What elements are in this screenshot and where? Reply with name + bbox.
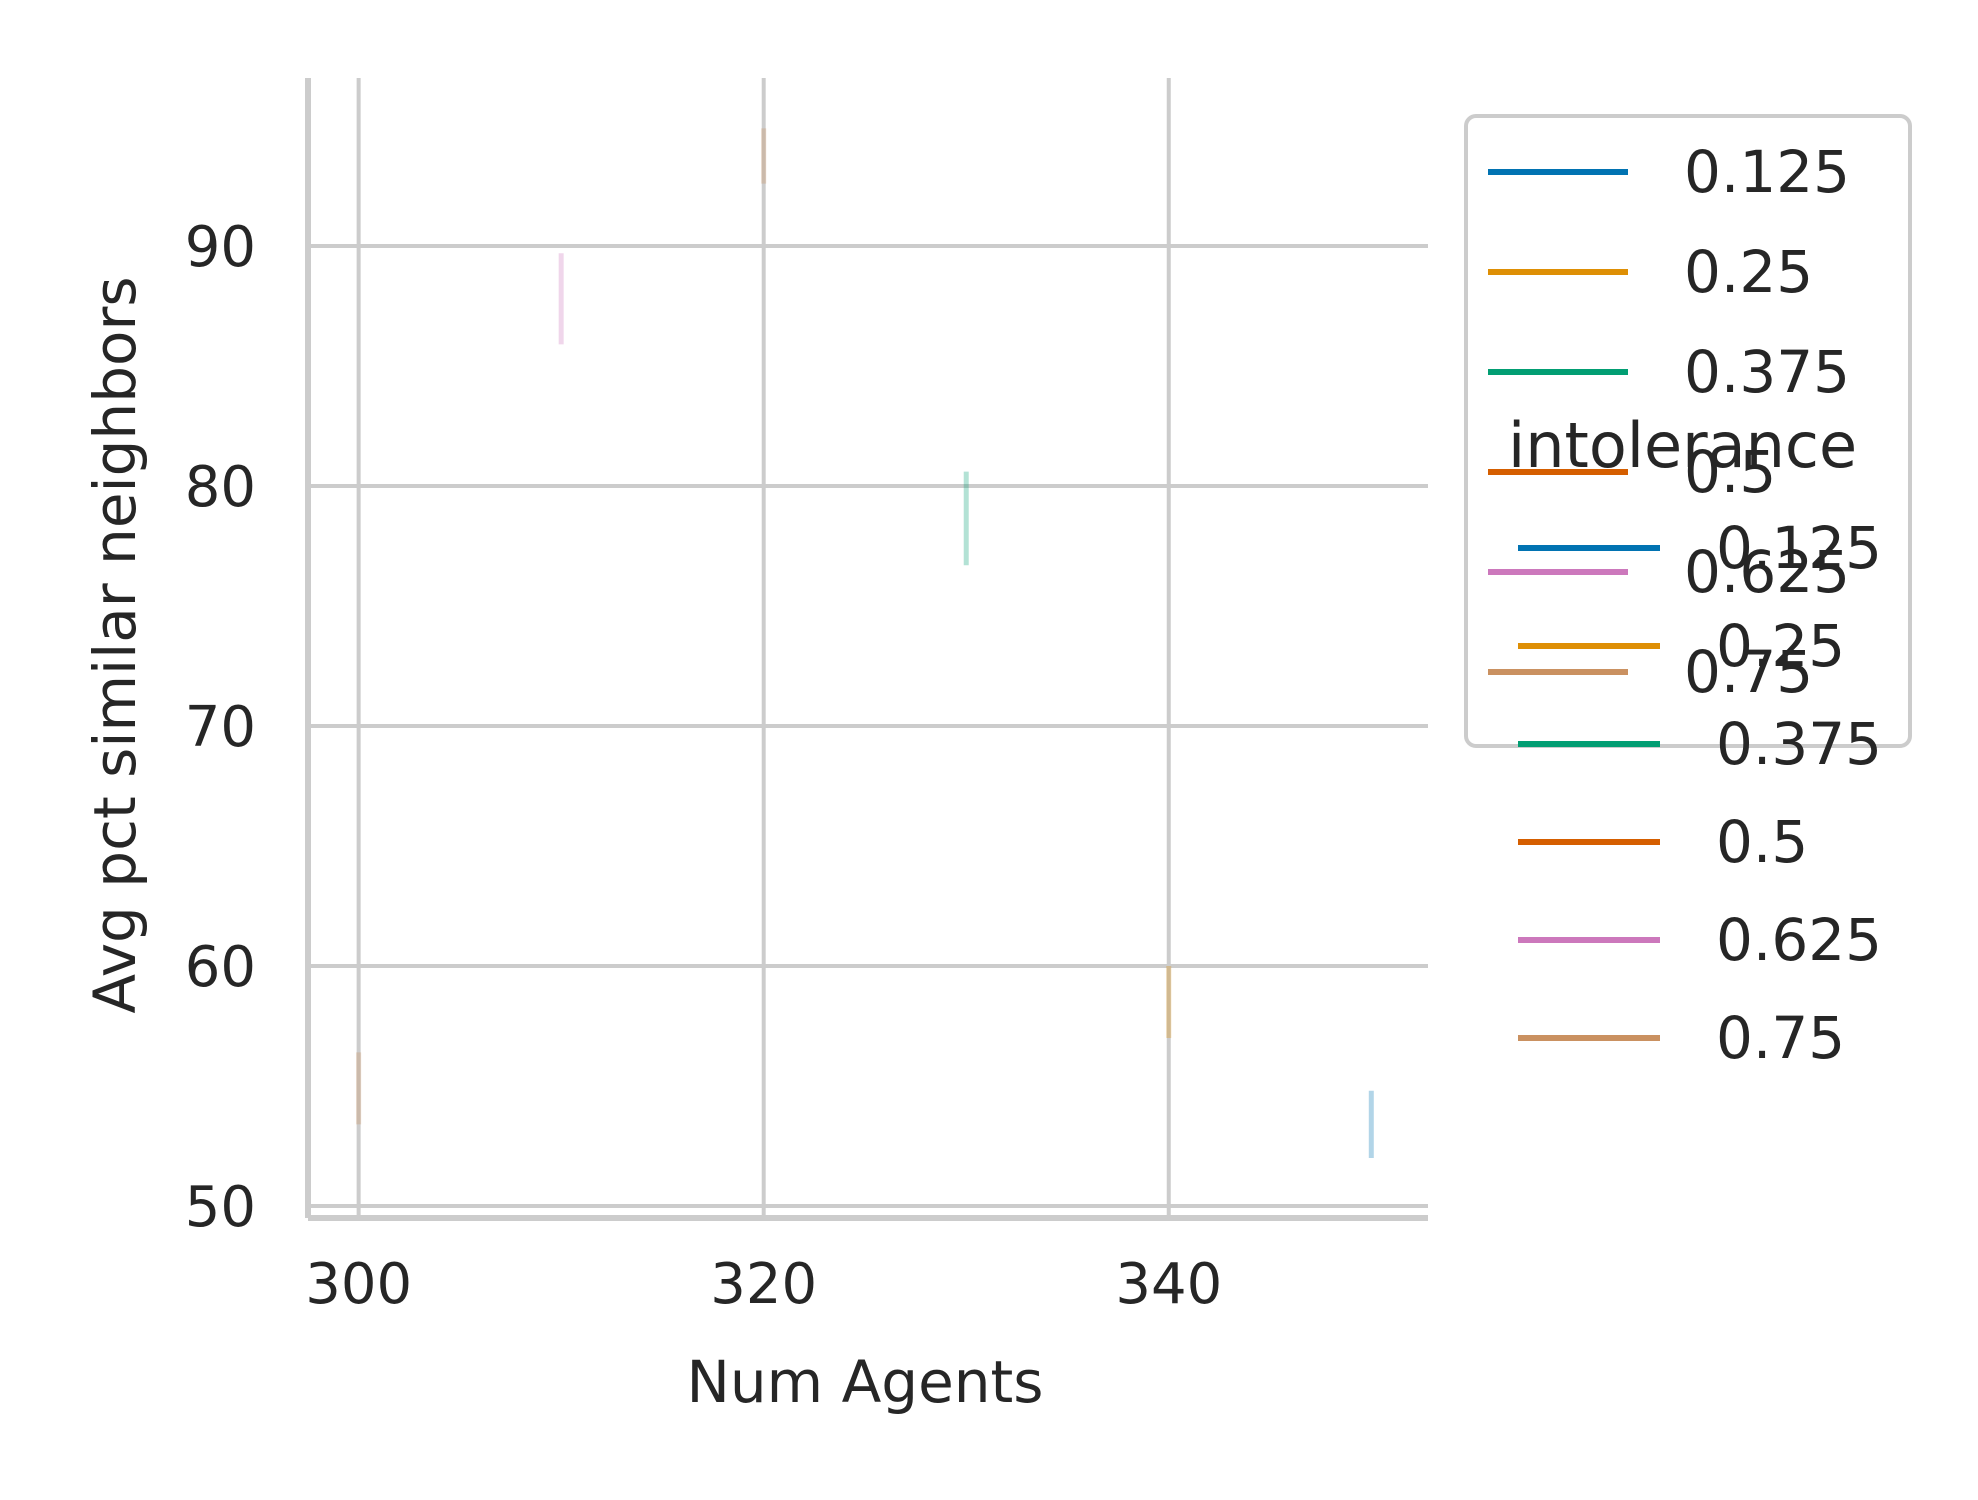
y-tick-label: 90 xyxy=(185,215,256,280)
x-tick-label: 340 xyxy=(1115,1252,1222,1317)
legend-label: 0.125 xyxy=(1684,138,1850,206)
legend-label: 0.5 xyxy=(1684,438,1776,506)
legend-label: 0.625 xyxy=(1716,906,1882,974)
grid xyxy=(308,78,1428,1218)
legend-intolerance: intolerance 0.125 0.25 0.375 0.5 0.625 0.75 xyxy=(1508,409,1882,1072)
x-axis-label: Num Agents xyxy=(687,1348,1044,1416)
axes-spines xyxy=(305,78,1428,1221)
legend-label: 0.125 xyxy=(1716,514,1882,582)
legend-title: intolerance xyxy=(1508,409,1857,482)
tick-labels: 300 320 340 50 60 70 80 90 xyxy=(185,215,1222,1317)
y-tick-label: 80 xyxy=(185,455,256,520)
y-tick-label: 50 xyxy=(185,1175,256,1240)
legend-label: 0.5 xyxy=(1716,808,1808,876)
legend-label: 0.375 xyxy=(1716,710,1882,778)
legend-label: 0.375 xyxy=(1684,338,1850,406)
y-axis-label: Avg pct similar neighbors xyxy=(81,276,149,1013)
legend-label: 0.75 xyxy=(1716,1004,1845,1072)
plot-area xyxy=(356,128,1374,1158)
legend-label: 0.25 xyxy=(1716,612,1845,680)
x-tick-label: 300 xyxy=(305,1252,412,1317)
legend-label: 0.75 xyxy=(1684,638,1813,706)
legend-label: 0.25 xyxy=(1684,238,1813,306)
legend-label: 0.625 xyxy=(1684,538,1850,606)
y-tick-label: 60 xyxy=(185,935,256,1000)
legend-primary: 0.125 0.25 0.375 0.5 0.625 0.75 xyxy=(1464,114,1912,748)
y-tick-label: 70 xyxy=(185,695,256,760)
x-tick-label: 320 xyxy=(710,1252,817,1317)
